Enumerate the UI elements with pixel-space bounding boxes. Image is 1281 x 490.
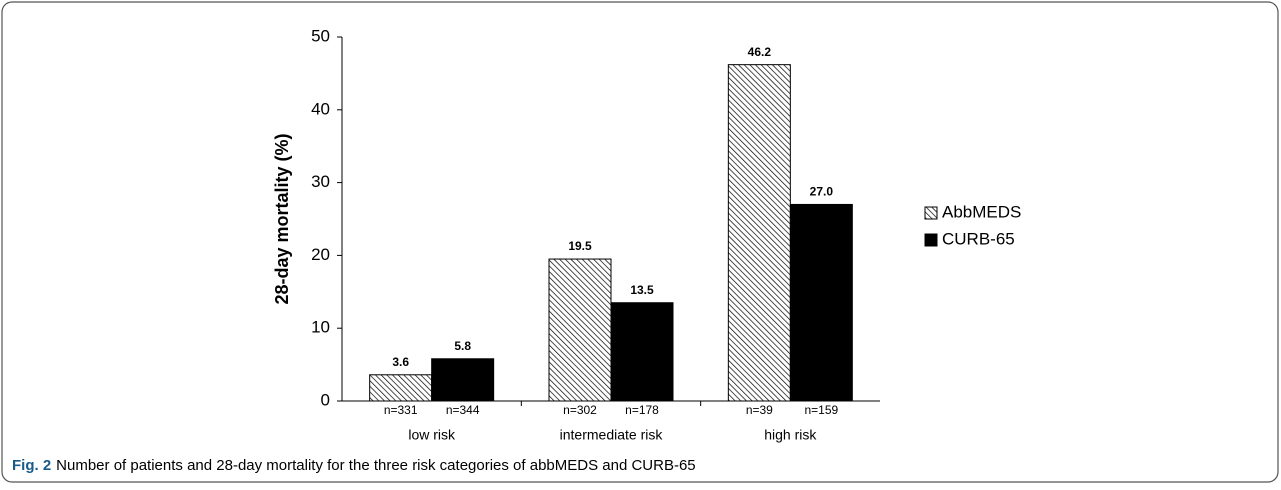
caption: Fig. 2 Number of patients and 28-day mort… <box>12 457 696 474</box>
value-label: 3.6 <box>392 355 409 369</box>
bar <box>369 374 433 402</box>
y-axis-label: 28-day mortality (%) <box>272 133 292 304</box>
legend-swatch <box>924 206 938 220</box>
value-label: 27.0 <box>810 185 834 199</box>
value-label: 5.8 <box>454 339 471 353</box>
value-label: 13.5 <box>630 283 654 297</box>
legend-label: AbbMEDS <box>942 202 1021 221</box>
n-label: n=178 <box>625 403 659 417</box>
legend-label: CURB-65 <box>942 229 1015 248</box>
legend-swatch <box>924 233 938 247</box>
n-label: n=39 <box>746 403 773 417</box>
bar <box>610 302 674 402</box>
value-label: 46.2 <box>748 45 772 59</box>
x-tick-label: high risk <box>764 427 817 443</box>
n-label: n=302 <box>563 403 597 417</box>
n-label: n=331 <box>384 403 418 417</box>
y-tick-label: 40 <box>311 99 330 118</box>
x-tick-label: low risk <box>408 427 456 443</box>
caption-label: Fig. 2 <box>12 457 51 474</box>
n-label: n=159 <box>804 403 838 417</box>
value-label: 19.5 <box>568 239 592 253</box>
caption-text: Number of patients and 28-day mortality … <box>56 457 695 474</box>
n-label: n=344 <box>446 403 480 417</box>
y-tick-label: 50 <box>311 26 330 45</box>
y-tick-label: 10 <box>311 318 330 337</box>
y-tick-label: 20 <box>311 245 330 264</box>
bar <box>727 64 791 402</box>
y-tick-label: 0 <box>321 390 330 409</box>
bar <box>431 358 495 402</box>
bar <box>789 203 853 402</box>
bar <box>548 258 612 402</box>
y-tick-label: 30 <box>311 172 330 191</box>
x-tick-label: intermediate risk <box>560 427 664 443</box>
